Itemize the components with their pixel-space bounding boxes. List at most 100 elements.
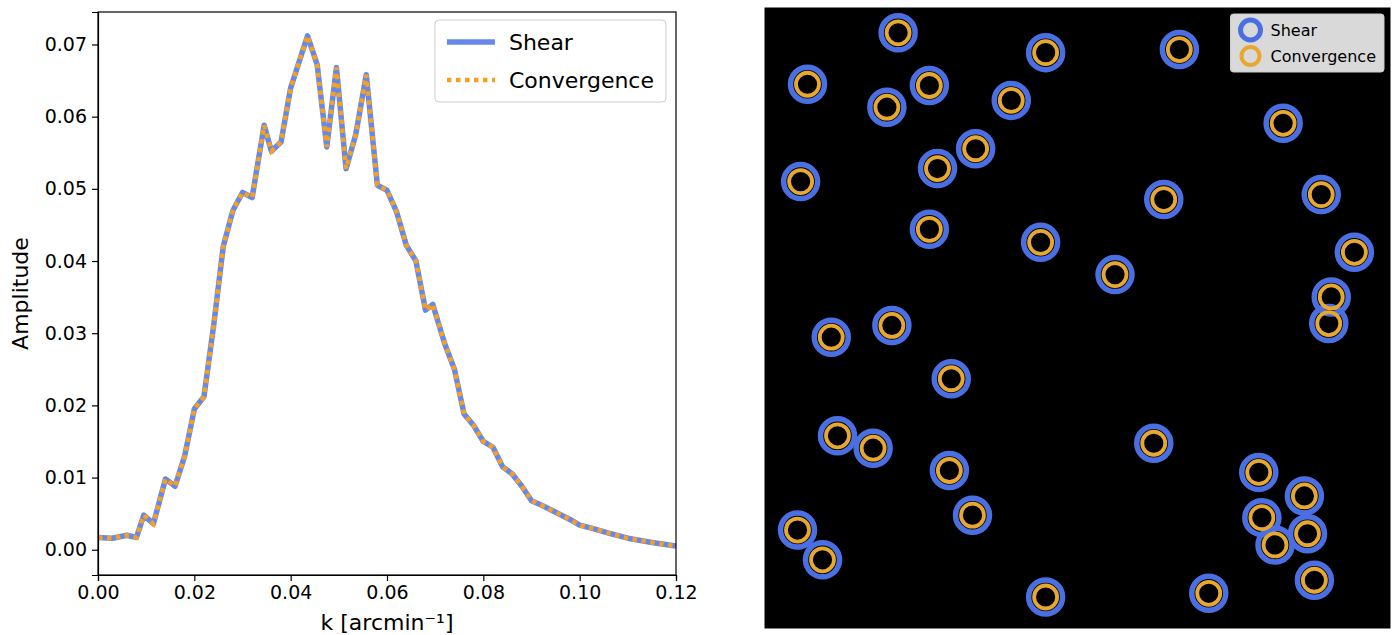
peak-marker bbox=[789, 170, 812, 193]
x-axis-tick: 0.10 bbox=[559, 575, 601, 603]
peak-marker bbox=[912, 212, 946, 246]
peak-marker bbox=[1264, 533, 1287, 556]
legend-swatch bbox=[1242, 47, 1260, 65]
legend-label: Shear bbox=[509, 30, 574, 55]
peak-marker bbox=[1250, 506, 1273, 529]
peak-marker bbox=[918, 74, 941, 97]
y-axis-tick-mark bbox=[92, 333, 98, 334]
y-axis-title: Amplitude bbox=[8, 237, 33, 350]
y-axis-tick-label: 0.01 bbox=[45, 466, 87, 488]
peak-marker bbox=[1142, 432, 1165, 455]
legend-swatch bbox=[447, 39, 495, 45]
peak-marker bbox=[781, 513, 815, 547]
y-axis-tick-label: 0.00 bbox=[45, 538, 87, 560]
peak-marker bbox=[1266, 106, 1300, 140]
peak-marker bbox=[912, 69, 946, 103]
legend-box bbox=[1231, 14, 1385, 72]
peak-marker bbox=[1168, 38, 1191, 61]
peak-marker bbox=[1303, 569, 1326, 592]
y-axis: 0.000.010.020.030.040.050.060.07 bbox=[45, 13, 99, 576]
x-axis-tick-label: 0.00 bbox=[77, 581, 119, 603]
series-points bbox=[786, 21, 1366, 608]
peak-marker bbox=[821, 419, 855, 453]
peak-marker bbox=[1317, 312, 1340, 335]
plot-frame bbox=[98, 12, 676, 575]
peak-marker bbox=[806, 543, 840, 577]
peak-marker bbox=[1312, 307, 1346, 341]
peak-marker bbox=[1293, 484, 1316, 507]
y-axis-tick-mark bbox=[92, 44, 98, 45]
peak-marker bbox=[862, 437, 885, 460]
peak-marker bbox=[1291, 517, 1325, 551]
peak-marker bbox=[1343, 241, 1366, 264]
y-axis-tick-mark bbox=[92, 477, 98, 478]
peak-marker bbox=[994, 83, 1028, 117]
peak-marker bbox=[940, 367, 963, 390]
y-axis-tick-label: 0.04 bbox=[45, 250, 87, 272]
x-axis-tick-mark bbox=[676, 575, 677, 581]
peak-marker bbox=[956, 498, 990, 532]
peak-marker bbox=[1000, 89, 1023, 112]
y-axis-tick: 0.04 bbox=[45, 250, 98, 272]
peak-marker bbox=[1272, 112, 1295, 135]
x-axis-tick-label: 0.12 bbox=[655, 581, 697, 603]
peak-marker bbox=[1192, 576, 1226, 610]
x-axis-tick-mark bbox=[194, 575, 195, 581]
peak-marker bbox=[875, 96, 898, 119]
y-axis-tick: 0.05 bbox=[45, 177, 98, 199]
y-axis-tick-label: 0.02 bbox=[45, 394, 87, 416]
y-axis-tick-mark bbox=[92, 405, 98, 406]
y-axis-tick-label: 0.06 bbox=[45, 105, 87, 127]
plot-marks bbox=[781, 16, 1372, 614]
peak-marker bbox=[1337, 235, 1371, 269]
y-axis-tick-mark bbox=[92, 189, 98, 190]
y-axis-tick: 0.01 bbox=[45, 466, 98, 488]
y-axis-tick-label: 0.05 bbox=[45, 177, 87, 199]
line-chart: 0.00 0.02 0.04 0.06 0.08 0.10 0.12 0.00 0.01 0.02… bbox=[8, 12, 698, 635]
x-axis-tick-mark bbox=[291, 575, 292, 581]
peak-marker bbox=[1197, 582, 1220, 605]
peak-marker bbox=[926, 157, 949, 180]
peak-marker bbox=[1320, 285, 1343, 308]
legend-box bbox=[435, 20, 666, 102]
legend-swatch bbox=[1241, 20, 1261, 40]
peak-marker bbox=[921, 152, 955, 186]
series-line bbox=[98, 36, 676, 546]
x-axis-tick: 0.02 bbox=[174, 575, 216, 603]
x-axis-tick: 0.06 bbox=[366, 575, 408, 603]
series-points bbox=[781, 16, 1372, 614]
peak-marker bbox=[1310, 183, 1333, 206]
peak-marker bbox=[791, 67, 825, 101]
peak-marker bbox=[826, 424, 849, 447]
x-axis-tick: 0.08 bbox=[463, 575, 505, 603]
x-axis-tick-label: 0.10 bbox=[559, 581, 601, 603]
peak-marker bbox=[1029, 36, 1063, 70]
x-axis-tick-mark bbox=[387, 575, 388, 581]
peak-marker bbox=[938, 459, 961, 482]
peak-marker bbox=[961, 504, 984, 527]
peak-marker bbox=[784, 165, 818, 199]
peak-marker bbox=[875, 308, 909, 342]
peak-marker bbox=[1024, 225, 1058, 259]
peak-marker bbox=[1296, 522, 1319, 545]
plot-marks bbox=[98, 36, 676, 546]
peak-marker bbox=[1242, 455, 1276, 489]
x-axis-tick: 0.04 bbox=[270, 575, 312, 603]
peak-marker bbox=[1287, 479, 1321, 513]
peak-marker bbox=[796, 73, 819, 96]
peak-marker bbox=[1162, 33, 1196, 67]
peak-marker bbox=[880, 314, 903, 337]
x-axis-tick: 0.00 bbox=[77, 575, 119, 603]
y-axis-tick-mark bbox=[92, 550, 98, 551]
peak-marker bbox=[820, 326, 843, 349]
peak-marker bbox=[1304, 178, 1338, 212]
peak-marker bbox=[786, 519, 809, 542]
peak-marker bbox=[814, 320, 848, 354]
legend-label: Shear bbox=[1271, 21, 1318, 40]
series-line bbox=[98, 36, 676, 546]
peak-marker bbox=[881, 16, 915, 50]
map-background bbox=[765, 8, 1390, 628]
x-axis-tick-mark bbox=[580, 575, 581, 581]
x-axis-tick-label: 0.06 bbox=[366, 581, 408, 603]
peak-marker bbox=[1137, 426, 1171, 460]
